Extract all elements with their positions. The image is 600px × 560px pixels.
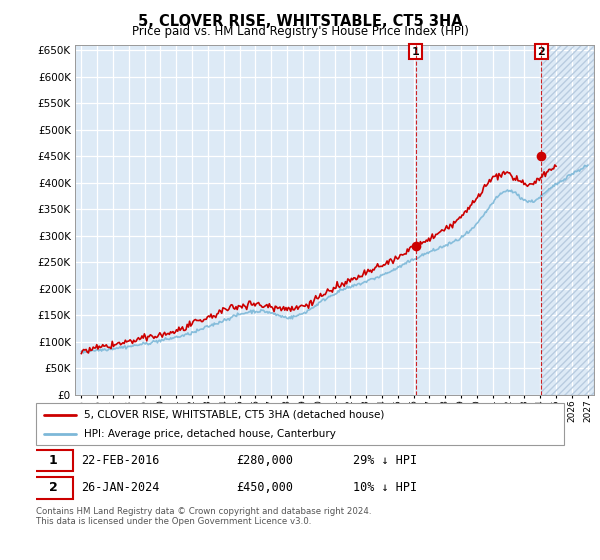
Text: 5, CLOVER RISE, WHITSTABLE, CT5 3HA (detached house): 5, CLOVER RISE, WHITSTABLE, CT5 3HA (det… (83, 409, 384, 419)
Text: 1: 1 (412, 46, 419, 57)
FancyBboxPatch shape (36, 403, 564, 445)
Text: £450,000: £450,000 (236, 482, 293, 494)
Text: 5, CLOVER RISE, WHITSTABLE, CT5 3HA: 5, CLOVER RISE, WHITSTABLE, CT5 3HA (137, 14, 463, 29)
Text: 26-JAN-2024: 26-JAN-2024 (81, 482, 159, 494)
Text: Price paid vs. HM Land Registry's House Price Index (HPI): Price paid vs. HM Land Registry's House … (131, 25, 469, 38)
FancyBboxPatch shape (34, 477, 73, 498)
Text: 29% ↓ HPI: 29% ↓ HPI (353, 454, 417, 466)
FancyBboxPatch shape (34, 450, 73, 471)
Text: 1: 1 (49, 454, 58, 466)
Text: 2: 2 (538, 46, 545, 57)
Text: 10% ↓ HPI: 10% ↓ HPI (353, 482, 417, 494)
Text: £280,000: £280,000 (236, 454, 293, 466)
Bar (541, 45, 594, 395)
Text: Contains HM Land Registry data © Crown copyright and database right 2024.
This d: Contains HM Land Registry data © Crown c… (36, 507, 371, 526)
Text: 22-FEB-2016: 22-FEB-2016 (81, 454, 159, 466)
Text: HPI: Average price, detached house, Canterbury: HPI: Average price, detached house, Cant… (83, 429, 335, 439)
Bar (541, 45, 594, 395)
Text: 2: 2 (49, 482, 58, 494)
